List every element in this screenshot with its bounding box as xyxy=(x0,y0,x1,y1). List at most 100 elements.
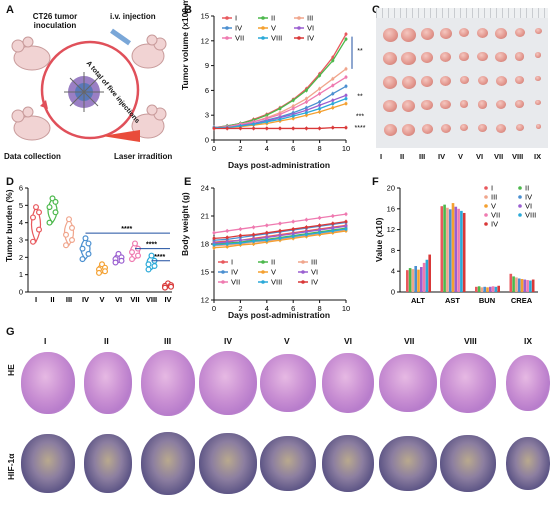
hif-stain-section xyxy=(21,434,75,493)
tumor-group-labels: I II III IV V VI VII VIII IX xyxy=(376,152,548,164)
y-tick-label: 9 xyxy=(205,61,209,70)
he-stain-section xyxy=(199,351,257,415)
legend-label: VIII xyxy=(525,211,536,220)
hif-stain-section xyxy=(379,436,437,492)
data-point xyxy=(238,126,242,130)
data-point xyxy=(318,223,322,227)
data-point xyxy=(212,243,216,247)
data-point xyxy=(68,224,75,231)
bar-CREA-IV xyxy=(517,278,521,292)
legend-marker xyxy=(484,222,488,226)
legend-marker xyxy=(261,270,265,274)
data-point xyxy=(318,231,322,235)
x-tick-label: 6 xyxy=(291,304,295,313)
data-point xyxy=(331,92,335,96)
group-label: VI xyxy=(476,152,484,161)
laser-icon xyxy=(102,130,140,142)
data-point xyxy=(225,126,229,130)
bar-ALT-I xyxy=(406,270,409,292)
data-point xyxy=(252,126,256,130)
data-point xyxy=(35,209,42,216)
legend-marker xyxy=(225,26,229,30)
he-stain-section xyxy=(379,354,437,412)
tumor-specimen xyxy=(495,76,507,86)
legend-marker xyxy=(261,36,265,40)
tumor-specimen xyxy=(495,28,507,39)
data-point xyxy=(304,106,308,110)
bar-ALT-II xyxy=(408,268,412,292)
x-tick-label: 8 xyxy=(318,304,322,313)
data-point xyxy=(128,256,135,263)
data-point xyxy=(145,266,152,273)
tumor-specimen xyxy=(514,52,525,61)
data-point xyxy=(344,126,348,130)
data-point xyxy=(118,257,125,264)
legend-label: VI xyxy=(525,202,532,211)
panel-b-xlabel: Days post-administration xyxy=(228,160,331,170)
group-label: VIII xyxy=(512,152,524,161)
hif-stain-section xyxy=(260,436,316,492)
x-tick-label: V xyxy=(99,295,104,304)
legend-label: IV xyxy=(231,268,238,277)
x-tick-label: ALT xyxy=(411,296,425,305)
legend-marker xyxy=(518,204,522,208)
y-tick-label: 3 xyxy=(205,111,209,120)
data-point xyxy=(252,233,256,237)
data-point xyxy=(52,209,59,216)
group-label: IV xyxy=(438,152,446,161)
data-point xyxy=(212,246,216,250)
data-point xyxy=(318,92,322,96)
data-point xyxy=(291,232,295,236)
hif-stain-section xyxy=(322,435,374,492)
sig-label: ** xyxy=(357,94,363,101)
data-point xyxy=(331,226,335,230)
x-tick-label: CREA xyxy=(511,296,533,305)
y-tick-label: 15 xyxy=(201,12,209,21)
histology-group-label: VIII xyxy=(464,336,477,346)
data-point xyxy=(112,259,119,266)
legend-label: IV xyxy=(525,193,532,202)
data-point xyxy=(52,198,59,205)
data-point xyxy=(304,126,308,130)
data-point xyxy=(331,55,335,59)
y-tick-label: 0 xyxy=(391,288,395,297)
data-point xyxy=(85,250,92,257)
group-label: III xyxy=(419,152,426,161)
data-point xyxy=(85,240,92,247)
legend-marker xyxy=(484,204,488,208)
y-tick-label: 15 xyxy=(201,268,209,277)
tumor-specimen xyxy=(420,28,434,40)
bar-ALT-IV xyxy=(428,254,431,292)
data-point xyxy=(344,93,348,97)
he-stain-section xyxy=(141,350,195,416)
nanoparticle-icon xyxy=(64,72,104,112)
x-tick-label: 8 xyxy=(318,144,322,153)
bar-AST-VI xyxy=(454,206,458,292)
tumor-specimen xyxy=(382,28,398,42)
x-tick-label: 2 xyxy=(238,304,242,313)
tumor-specimen xyxy=(477,100,488,109)
data-collection-label: Data collection xyxy=(4,152,61,161)
data-point xyxy=(101,268,108,275)
data-point xyxy=(344,37,348,41)
y-tick-label: 0 xyxy=(19,288,23,297)
he-stain-section xyxy=(440,353,496,413)
bar-ALT-VII xyxy=(422,262,426,292)
bar-CREA-IV xyxy=(531,279,535,292)
data-point xyxy=(318,87,322,91)
data-point xyxy=(265,223,269,227)
y-tick-label: 12 xyxy=(201,296,209,305)
he-stain-section xyxy=(506,355,550,411)
tumor-specimen xyxy=(534,28,542,35)
x-tick-label: BUN xyxy=(479,296,495,305)
data-point xyxy=(304,100,308,104)
legend-label: I xyxy=(231,258,233,267)
legend-label: IV xyxy=(311,278,318,287)
data-point xyxy=(278,236,282,240)
legend-marker xyxy=(221,270,225,274)
bar-ALT-VIII xyxy=(425,259,429,292)
x-tick-label: IV xyxy=(82,295,89,304)
data-point xyxy=(225,245,229,249)
data-point xyxy=(151,262,158,269)
